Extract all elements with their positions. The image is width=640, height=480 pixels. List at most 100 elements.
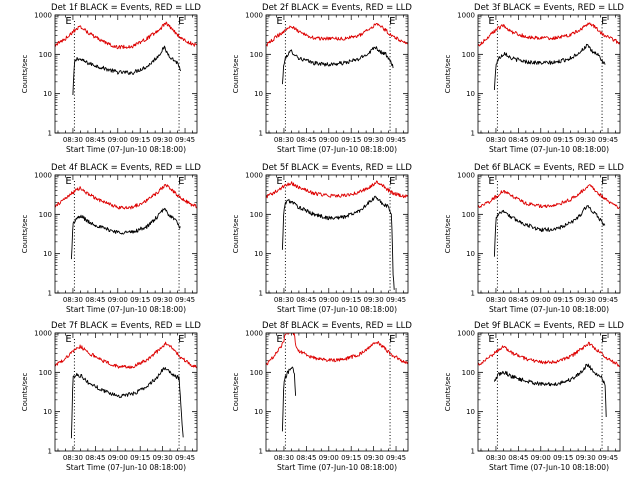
y-tick-label: 1000	[245, 330, 263, 338]
x-tick-label: 09:00	[108, 136, 128, 144]
series-group	[55, 341, 197, 439]
events-series-line	[493, 205, 606, 257]
plot-frame	[54, 174, 198, 294]
x-tick-label: 09:45	[386, 136, 406, 144]
x-tick-label: 09:15	[341, 296, 361, 304]
panel-title: Det 5f BLACK = Events, RED = LLD	[262, 163, 412, 173]
panel-det-2: Det 2f BLACK = Events, RED = LLD Counts/s…	[232, 3, 412, 154]
x-axis-label: Start Time (07-Jun-10 08:18:00)	[489, 305, 609, 314]
series-group	[478, 341, 620, 418]
y-tick-label: 100	[39, 51, 52, 59]
y-tick-label: 10	[43, 408, 52, 416]
y-axis-label: Counts/sec	[21, 55, 29, 94]
x-axis-label: Start Time (07-Jun-10 08:18:00)	[277, 463, 397, 472]
lld-series-line	[478, 22, 620, 47]
lld-series-line	[55, 183, 197, 210]
y-tick-label: 100	[462, 51, 475, 59]
y-axis-label: Counts/sec	[21, 373, 29, 412]
y-tick-label: 1	[471, 130, 475, 138]
marker-letter: E	[178, 334, 184, 345]
lld-series-line	[266, 22, 408, 47]
lld-series-line	[478, 341, 620, 367]
x-tick-label: 08:45	[508, 296, 528, 304]
x-tick-label: 09:45	[386, 454, 406, 462]
y-axis-label: Counts/sec	[21, 215, 29, 254]
x-axis-label: Start Time (07-Jun-10 08:18:00)	[66, 305, 186, 314]
panel-title: Det 2f BLACK = Events, RED = LLD	[262, 3, 412, 13]
y-tick-label: 1	[471, 290, 475, 298]
x-axis-label: Start Time (07-Jun-10 08:18:00)	[66, 145, 186, 154]
lld-series-line	[478, 184, 620, 209]
y-tick-label: 100	[462, 211, 475, 219]
marker-letter: E	[65, 16, 71, 27]
y-axis-label: Counts/sec	[232, 373, 240, 412]
y-axis-label: Counts/sec	[232, 215, 240, 254]
y-axis-label: Counts/sec	[444, 55, 452, 94]
series-group	[55, 21, 197, 96]
lld-series-line	[55, 21, 197, 50]
x-tick-label: 09:45	[386, 296, 406, 304]
x-tick-label: 08:30	[486, 136, 506, 144]
x-tick-label: 08:45	[296, 136, 316, 144]
y-tick-label: 1	[259, 448, 263, 456]
panel-title: Det 9f BLACK = Events, RED = LLD	[474, 321, 624, 331]
y-tick-label: 1	[48, 448, 52, 456]
x-tick-label: 09:30	[153, 296, 173, 304]
series-group	[266, 333, 408, 432]
x-tick-label: 09:30	[576, 454, 596, 462]
y-tick-label: 1000	[457, 330, 475, 338]
y-tick-label: 10	[466, 90, 475, 98]
marker-letter: E	[389, 176, 395, 187]
y-tick-label: 1000	[245, 172, 263, 180]
y-tick-label: 10	[466, 250, 475, 258]
x-tick-label: 08:45	[296, 296, 316, 304]
x-tick-label: 09:45	[175, 136, 195, 144]
y-tick-label: 1000	[245, 12, 263, 20]
y-tick-label: 100	[250, 51, 263, 59]
panel-det-1: Det 1f BLACK = Events, RED = LLD Counts/s…	[21, 3, 201, 154]
plot-frame	[477, 332, 621, 452]
plot-frame	[477, 14, 621, 134]
marker-letter: E	[601, 176, 607, 187]
x-tick-label: 09:30	[576, 136, 596, 144]
y-axis-label: Counts/sec	[232, 55, 240, 94]
x-tick-label: 08:30	[274, 136, 294, 144]
panel-det-3: Det 3f BLACK = Events, RED = LLD Counts/s…	[444, 3, 624, 154]
y-tick-label: 100	[462, 369, 475, 377]
y-tick-label: 100	[250, 369, 263, 377]
marker-letter: E	[488, 176, 494, 187]
marker-letter: E	[276, 16, 282, 27]
y-tick-label: 10	[43, 90, 52, 98]
x-axis-label: Start Time (07-Jun-10 08:18:00)	[489, 463, 609, 472]
x-tick-label: 09:15	[553, 454, 573, 462]
x-tick-label: 09:00	[319, 296, 339, 304]
x-tick-label: 08:30	[274, 296, 294, 304]
events-series-line	[493, 43, 606, 91]
panel-title: Det 7f BLACK = Events, RED = LLD	[51, 321, 201, 331]
x-tick-label: 09:00	[319, 136, 339, 144]
x-tick-label: 09:45	[175, 296, 195, 304]
marker-letter: E	[65, 334, 71, 345]
x-tick-label: 08:30	[63, 454, 83, 462]
x-axis-label: Start Time (07-Jun-10 08:18:00)	[489, 145, 609, 154]
panel-det-5: Det 5f BLACK = Events, RED = LLD Counts/s…	[232, 163, 412, 314]
x-tick-label: 09:00	[108, 454, 128, 462]
x-tick-label: 09:45	[175, 454, 195, 462]
x-tick-label: 09:15	[130, 136, 150, 144]
x-tick-label: 08:30	[63, 136, 83, 144]
x-tick-label: 09:15	[130, 454, 150, 462]
y-tick-label: 1	[259, 130, 263, 138]
panel-title: Det 4f BLACK = Events, RED = LLD	[51, 163, 201, 173]
plot-frame	[477, 174, 621, 294]
panel-det-9: Det 9f BLACK = Events, RED = LLD Counts/s…	[444, 321, 624, 472]
plot-frame	[265, 332, 409, 452]
panel-title: Det 8f BLACK = Events, RED = LLD	[262, 321, 412, 331]
plot-frame	[54, 332, 198, 452]
marker-letter: E	[488, 334, 494, 345]
x-tick-label: 09:15	[341, 454, 361, 462]
y-axis-label: Counts/sec	[444, 373, 452, 412]
y-axis-label: Counts/sec	[444, 215, 452, 254]
plot-frame	[265, 14, 409, 134]
events-series-line	[281, 46, 394, 85]
